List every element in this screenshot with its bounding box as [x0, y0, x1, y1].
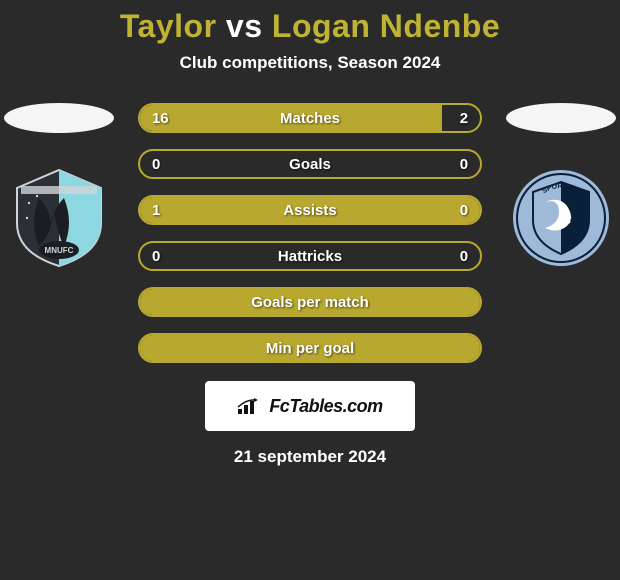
svg-text:C: C [563, 213, 572, 227]
branding-box[interactable]: FcTables.com [205, 381, 415, 431]
mnufc-logo-icon: MNUFC [9, 168, 109, 268]
stat-label: Hattricks [140, 248, 480, 265]
title-row: Taylor vs Logan Ndenbe [0, 8, 620, 45]
stat-label: Min per goal [140, 340, 480, 357]
date-text: 21 september 2024 [0, 447, 620, 467]
vs-text: vs [226, 8, 263, 44]
right-club-logo: C SPORTING [511, 168, 611, 268]
main-row: MNUFC 16Matches20Goals01Assists00Hattric… [0, 103, 620, 363]
stat-label: Matches [140, 110, 480, 127]
stat-bar-goals: 0Goals0 [138, 149, 482, 179]
stat-bar-min-per-goal: Min per goal [138, 333, 482, 363]
stat-bar-hattricks: 0Hattricks0 [138, 241, 482, 271]
player1-name: Taylor [120, 8, 217, 44]
left-column: MNUFC [0, 103, 118, 268]
stat-label: Assists [140, 202, 480, 219]
stat-right-value: 2 [460, 110, 468, 127]
right-column: C SPORTING [502, 103, 620, 268]
subtitle: Club competitions, Season 2024 [0, 53, 620, 73]
sporting-kc-logo-icon: C SPORTING [511, 168, 611, 268]
left-flag-oval [4, 103, 114, 133]
fctables-logo-icon [237, 397, 263, 415]
stat-right-value: 0 [460, 248, 468, 265]
mnufc-logo-text: MNUFC [45, 246, 74, 255]
stat-label: Goals per match [140, 294, 480, 311]
stat-label: Goals [140, 156, 480, 173]
stat-bar-matches: 16Matches2 [138, 103, 482, 133]
right-flag-oval [506, 103, 616, 133]
stat-right-value: 0 [460, 202, 468, 219]
comparison-card: Taylor vs Logan Ndenbe Club competitions… [0, 0, 620, 580]
stat-right-value: 0 [460, 156, 468, 173]
branding-text: FcTables.com [269, 396, 382, 417]
stat-bars: 16Matches20Goals01Assists00Hattricks0Goa… [138, 103, 482, 363]
stat-bar-assists: 1Assists0 [138, 195, 482, 225]
stat-bar-goals-per-match: Goals per match [138, 287, 482, 317]
player2-name: Logan Ndenbe [272, 8, 500, 44]
left-club-logo: MNUFC [9, 168, 109, 268]
